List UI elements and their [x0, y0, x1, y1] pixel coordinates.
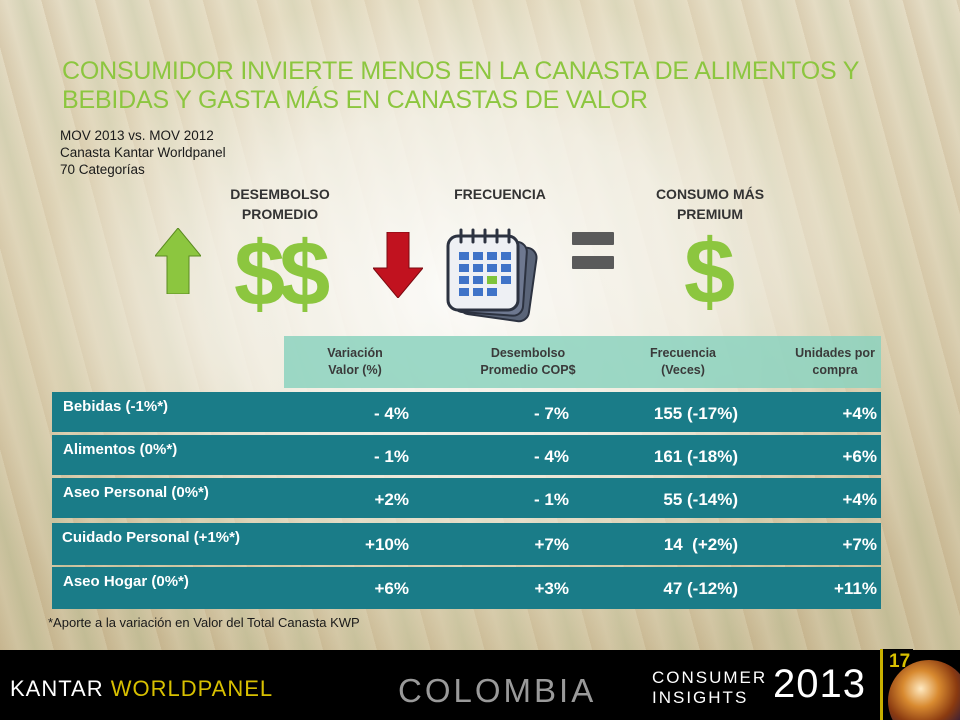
slide-subtitle: MOV 2013 vs. MOV 2012 Canasta Kantar Wor…: [60, 127, 226, 178]
row-value-variacion: +10%: [365, 535, 409, 554]
row-value-unidades: +7%: [842, 535, 878, 554]
down-arrow-icon: [373, 232, 423, 298]
year-label: 2013: [773, 662, 866, 706]
subtitle-line: Canasta Kantar Worldpanel: [60, 145, 226, 160]
column-header-line: Promedio COP$: [480, 363, 576, 377]
consumer-insights-label: CONSUMER INSIGHTS: [652, 668, 767, 708]
equals-icon: [572, 232, 614, 280]
column-header-line: Frecuencia: [649, 346, 716, 360]
calendar-icon: [446, 228, 538, 323]
row-value-unidades: +4%: [842, 404, 878, 423]
row-value-frecuencia: 47 (-12%): [663, 579, 738, 598]
table-row: Alimentos (0%*) - 1% - 4% 161 (-18%) +6%: [52, 435, 881, 475]
column-header-unidades: Unidades por compra: [770, 345, 900, 379]
column-header-line: compra: [812, 363, 858, 377]
row-label: Aseo Hogar (0%*): [63, 573, 189, 590]
row-label: Bebidas (-1%*): [63, 398, 169, 415]
row-value-unidades: +6%: [842, 447, 878, 466]
double-dollar-symbol: $$: [234, 223, 330, 325]
brand-logo: KANTAR WORLDPANEL: [10, 676, 273, 702]
row-value-desembolso: +7%: [534, 535, 570, 554]
spend-header-line: DESEMBOLSO: [230, 186, 330, 202]
premium-header-line: CONSUMO MÁS: [655, 186, 765, 202]
row-label: Cuidado Personal (+1%*): [62, 529, 240, 546]
column-header-frecuencia: Frecuencia (Veces): [628, 345, 738, 379]
row-value-variacion: +2%: [374, 490, 410, 509]
row-value-frecuencia: 155 (-17%): [653, 404, 738, 423]
dollar-symbol: $: [684, 221, 735, 323]
row-label: Alimentos (0%*): [63, 441, 178, 458]
frequency-header: FRECUENCIA: [454, 186, 546, 202]
row-value-variacion: +6%: [374, 579, 410, 598]
up-arrow-icon: [155, 228, 201, 294]
premium-header: CONSUMO MÁS PREMIUM: [630, 184, 790, 224]
consumer-label: CONSUMER: [652, 668, 768, 687]
subtitle-line: MOV 2013 vs. MOV 2012: [60, 128, 214, 143]
column-header-line: Unidades por: [795, 346, 875, 360]
row-value-unidades: +4%: [842, 490, 878, 509]
column-header-variacion: Variación Valor (%): [300, 345, 410, 379]
table-row: Aseo Personal (0%*) +2% - 1% 55 (-14%) +…: [52, 478, 881, 518]
row-value-desembolso: +3%: [534, 579, 570, 598]
column-header-line: (Veces): [661, 363, 705, 377]
slide-title: CONSUMIDOR INVIERTE MENOS EN LA CANASTA …: [62, 57, 859, 114]
column-header-line: Valor (%): [328, 363, 382, 377]
table-row: Aseo Hogar (0%*) +6% +3% 47 (-12%) +11%: [52, 567, 881, 609]
globe-decoration: [883, 650, 960, 720]
row-value-frecuencia: 161 (-18%): [653, 447, 738, 466]
column-header-line: Variación: [327, 346, 383, 360]
spend-header: DESEMBOLSO PROMEDIO: [200, 184, 360, 224]
column-header-line: Desembolso: [490, 346, 566, 360]
table-row: Bebidas (-1%*) - 4% - 7% 155 (-17%) +4%: [52, 392, 881, 432]
insights-label: INSIGHTS: [652, 688, 749, 707]
row-value-unidades: +11%: [833, 579, 877, 598]
brand-logo-part: KANTAR: [10, 676, 111, 701]
row-value-variacion: - 4%: [374, 404, 409, 423]
spend-header-line: PROMEDIO: [241, 206, 319, 222]
column-header-desembolso: Desembolso Promedio COP$: [458, 345, 598, 379]
row-value-desembolso: - 1%: [534, 490, 569, 509]
row-value-frecuencia: 14 (+2%): [663, 535, 738, 554]
row-value-variacion: - 1%: [374, 447, 409, 466]
brand-logo-part: WORLDPANEL: [110, 676, 274, 701]
footnote: *Aporte a la variación en Valor del Tota…: [48, 615, 360, 630]
subtitle-line: 70 Categorías: [60, 162, 145, 177]
row-value-frecuencia: 55 (-14%): [663, 490, 738, 509]
footer-bar: [0, 650, 960, 720]
table-row: Cuidado Personal (+1%*) +10% +7% 14 (+2%…: [52, 523, 881, 565]
premium-header-line: PREMIUM: [676, 206, 744, 222]
row-value-desembolso: - 7%: [534, 404, 569, 423]
table-header-band: [284, 336, 881, 388]
row-value-desembolso: - 4%: [534, 447, 569, 466]
country-label: COLOMBIA: [398, 672, 597, 709]
row-label: Aseo Personal (0%*): [63, 484, 209, 501]
